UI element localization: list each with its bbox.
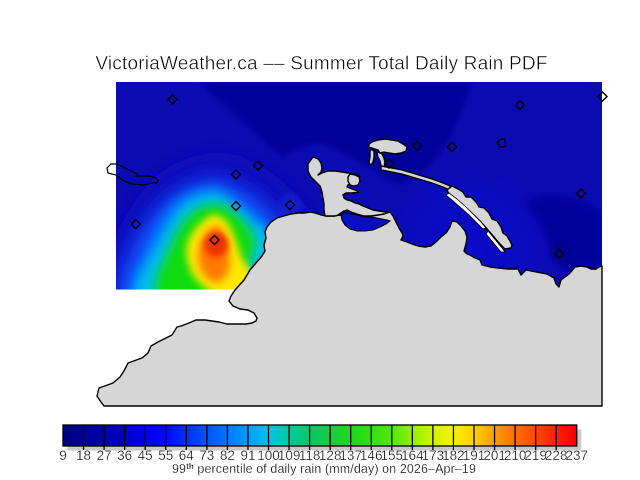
svg-text:45: 45 bbox=[138, 448, 153, 463]
svg-text:100: 100 bbox=[257, 448, 280, 463]
svg-text:99th percentile of daily rain: 99th percentile of daily rain (mm/day) o… bbox=[172, 462, 476, 476]
svg-text:36: 36 bbox=[117, 448, 132, 463]
svg-text:27: 27 bbox=[97, 448, 112, 463]
svg-text:173: 173 bbox=[422, 448, 445, 463]
svg-text:128: 128 bbox=[319, 448, 342, 463]
svg-text:64: 64 bbox=[179, 448, 195, 463]
svg-text:201: 201 bbox=[483, 448, 506, 463]
svg-text:137: 137 bbox=[339, 448, 362, 463]
svg-text:9: 9 bbox=[59, 448, 67, 463]
svg-text:VictoriaWeather.ca –– Summer T: VictoriaWeather.ca –– Summer Total Daily… bbox=[95, 54, 547, 75]
svg-text:55: 55 bbox=[158, 448, 173, 463]
svg-text:73: 73 bbox=[199, 448, 214, 463]
svg-text:155: 155 bbox=[381, 448, 404, 463]
svg-text:182: 182 bbox=[442, 448, 465, 463]
svg-text:146: 146 bbox=[360, 448, 383, 463]
svg-text:82: 82 bbox=[220, 448, 235, 463]
svg-text:91: 91 bbox=[240, 448, 255, 463]
svg-text:219: 219 bbox=[524, 448, 547, 463]
svg-text:118: 118 bbox=[299, 448, 321, 463]
svg-text:191: 191 bbox=[463, 448, 486, 463]
svg-text:18: 18 bbox=[76, 448, 91, 463]
svg-text:237: 237 bbox=[566, 448, 589, 463]
svg-text:228: 228 bbox=[545, 448, 568, 463]
svg-text:164: 164 bbox=[401, 448, 424, 463]
svg-text:109: 109 bbox=[278, 448, 301, 463]
svg-text:210: 210 bbox=[504, 448, 527, 463]
